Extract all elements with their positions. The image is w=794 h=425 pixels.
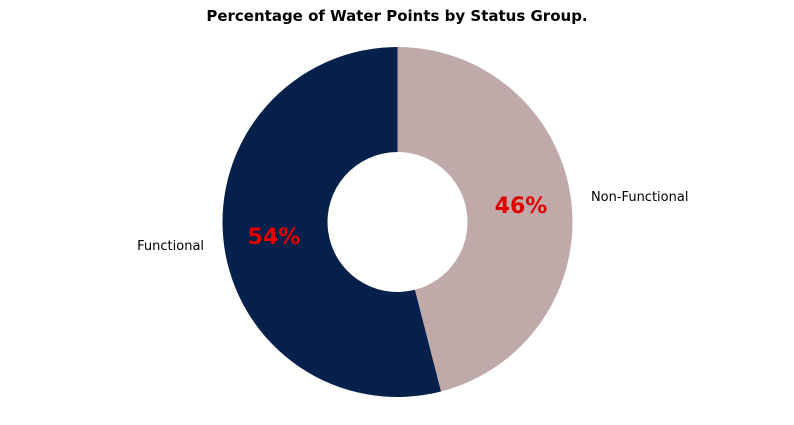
slice-percentage-label: 46% — [495, 194, 548, 219]
slice-functional — [222, 47, 442, 397]
slices-layer — [222, 47, 573, 397]
slice-category-label: Functional — [137, 239, 204, 254]
chart-title: Percentage of Water Points by Status Gro… — [206, 7, 588, 25]
slice-category-label: Non-Functional — [591, 190, 688, 205]
labels-layer: 46% Non-Functional 54% Functional — [137, 190, 688, 254]
slice-percentage-label: 54% — [248, 225, 301, 250]
slice-non-functional — [397, 47, 573, 392]
